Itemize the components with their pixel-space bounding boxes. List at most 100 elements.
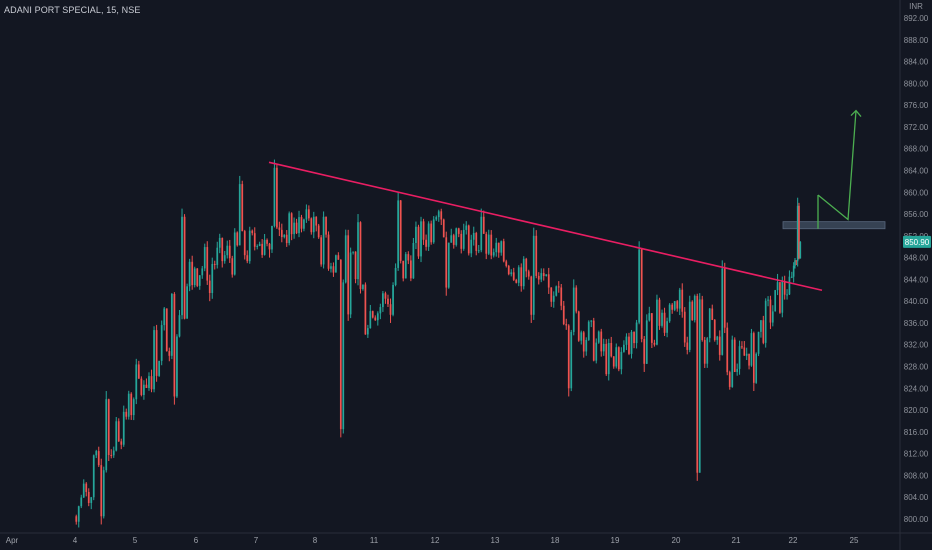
candle-body [258, 243, 261, 246]
candle-body [440, 211, 443, 220]
candle-body [595, 342, 598, 361]
candle-body [221, 237, 224, 262]
candle-body [799, 241, 802, 259]
candle-body [374, 317, 377, 321]
price-tick-label: 828.00 [904, 363, 929, 372]
candle-body [648, 313, 651, 321]
candle-body [183, 216, 186, 319]
candle-body [208, 280, 211, 294]
candles-layer [75, 159, 802, 528]
trendline [268, 161, 823, 292]
candle-body [432, 219, 435, 243]
candle-body [399, 200, 402, 261]
candle-body [243, 231, 246, 256]
price-tick-label: 824.00 [904, 384, 929, 393]
candle-body [681, 289, 684, 312]
candle-body [125, 411, 128, 417]
candle-body [206, 247, 209, 281]
candle-body [201, 268, 204, 276]
candle-body [796, 205, 799, 262]
time-tick-label: 20 [672, 536, 681, 545]
candle-body [332, 266, 335, 273]
candle-body [295, 222, 298, 234]
candle-body [610, 342, 613, 357]
candle-body [193, 268, 196, 286]
candle-body [480, 216, 483, 251]
candle-body [415, 226, 417, 243]
candle-body [369, 311, 372, 329]
candle-body [310, 218, 313, 233]
candle-body [577, 311, 580, 341]
candle-body [233, 232, 236, 275]
candle-body [325, 216, 327, 235]
candle-body [140, 378, 143, 395]
candle-body [322, 216, 325, 265]
candle-body [580, 332, 583, 341]
candle-body [357, 222, 359, 280]
candle-body [402, 260, 405, 279]
candle-body [339, 259, 342, 430]
candle-body [585, 339, 588, 352]
candle-body [605, 343, 608, 375]
candle-body [266, 239, 268, 244]
candle-body [645, 320, 648, 364]
candle-body [196, 268, 199, 286]
candle-body [397, 200, 400, 268]
candle-body [532, 235, 535, 315]
candle-body [769, 299, 772, 323]
candle-body [445, 237, 448, 288]
candle-body [485, 233, 488, 254]
candle-body [495, 242, 498, 253]
candle-body [80, 497, 83, 507]
candle-body [701, 299, 704, 341]
candle-body [607, 342, 610, 375]
projection-arrow-path [817, 110, 857, 221]
candle-body [650, 313, 653, 343]
candle-body [364, 284, 367, 335]
candle-body [178, 315, 181, 337]
candle-body [342, 282, 345, 430]
candle-body [293, 222, 295, 235]
resistance-zone-layer [782, 221, 886, 230]
candle-body [95, 451, 98, 456]
price-axis[interactable]: INR 892.00 888.00 884.00 880.00 876.00 872.00 8… [904, 2, 929, 524]
candle-body [520, 267, 523, 287]
projection-arrow-layer[interactable] [817, 109, 862, 229]
candle-body [143, 384, 145, 395]
candle-body [312, 216, 315, 233]
candle-body [686, 342, 689, 350]
candle-body [602, 343, 605, 352]
resistance-zone [782, 221, 886, 230]
price-tick-label: 848.00 [904, 254, 929, 263]
time-axis[interactable]: Apr 4 5 6 7 8 11 12 13 18 19 20 21 22 25 [6, 536, 859, 545]
candle-body [640, 249, 643, 340]
candle-body [676, 301, 679, 309]
candle-body [382, 293, 384, 308]
candle-body [280, 229, 283, 238]
candle-body [728, 372, 731, 387]
candle-body [517, 267, 520, 283]
candle-body [223, 255, 226, 262]
candle-body [117, 421, 120, 442]
candle-body [427, 223, 430, 247]
candle-body [305, 209, 308, 220]
price-tick-label: 840.00 [904, 297, 929, 306]
candle-body [783, 281, 786, 295]
candle-body [590, 320, 593, 322]
candle-body [228, 245, 231, 259]
price-tick-label: 832.00 [904, 341, 929, 350]
candle-body [470, 239, 473, 254]
candle-body [525, 258, 528, 272]
candle-body [107, 399, 110, 455]
candle-body [745, 353, 748, 356]
candle-body [786, 294, 788, 296]
candle-body [467, 225, 470, 254]
candle-body [497, 242, 500, 253]
trendline-layer[interactable] [268, 161, 823, 292]
candle-body [354, 251, 357, 280]
candle-body [430, 223, 433, 243]
price-tick-label: 884.00 [904, 58, 929, 67]
symbol-title: ADANI PORT SPECIAL, 15, NSE [4, 5, 141, 15]
candle-body [148, 376, 150, 388]
